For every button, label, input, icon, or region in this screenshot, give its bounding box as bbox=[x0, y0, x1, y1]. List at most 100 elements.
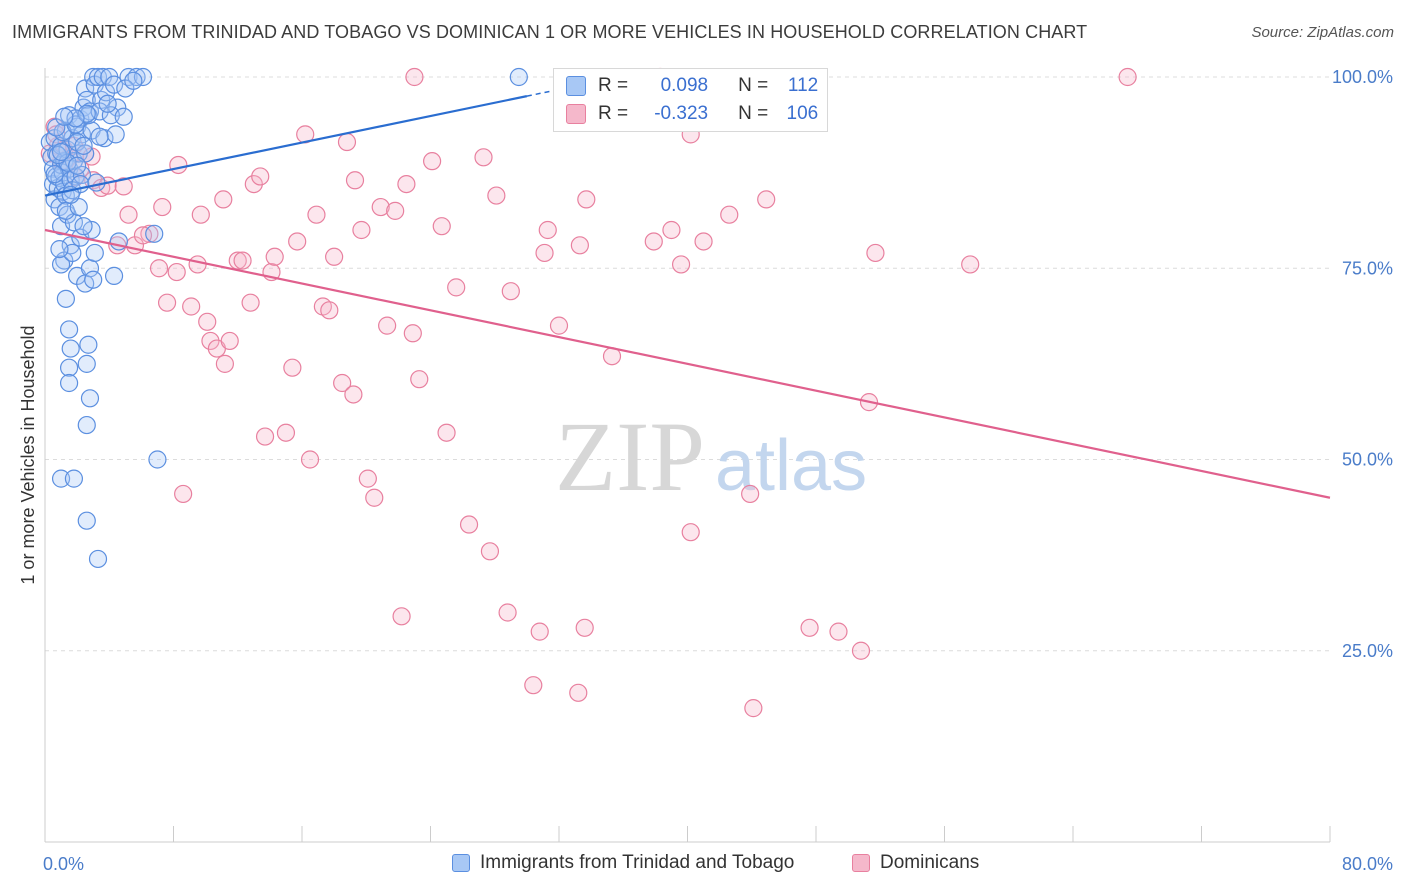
trinidad-point bbox=[133, 67, 153, 87]
dominicans-point bbox=[720, 205, 739, 224]
dominicans-point bbox=[337, 132, 357, 152]
y-tick-label: 25.0% bbox=[1342, 641, 1393, 661]
dominicans-point bbox=[352, 220, 371, 240]
stats-r-value-blue: 0.098 bbox=[660, 75, 709, 96]
legend-swatch-dominicans bbox=[852, 854, 870, 872]
dominicans-point bbox=[325, 247, 344, 266]
dominicans-point bbox=[741, 484, 760, 504]
x-tick-label: 80.0% bbox=[1342, 854, 1393, 874]
dominicans-point bbox=[524, 676, 543, 695]
dominicans-point bbox=[233, 251, 252, 270]
axes bbox=[44, 68, 1331, 843]
trinidad-point bbox=[74, 136, 93, 155]
dominicans-point bbox=[358, 469, 377, 488]
dominicans-point bbox=[392, 607, 411, 626]
dominicans-point bbox=[153, 197, 172, 217]
trinidad-point bbox=[106, 125, 125, 144]
dominicans-point bbox=[866, 243, 885, 263]
dominicans-point bbox=[188, 255, 207, 274]
dominicans-point bbox=[307, 205, 326, 224]
dominicans-point bbox=[570, 236, 589, 255]
dominicans-point bbox=[671, 255, 691, 274]
trinidad-point bbox=[50, 240, 69, 259]
dominicans-point bbox=[157, 293, 177, 312]
dominicans-point bbox=[114, 177, 133, 196]
dominicans-point bbox=[501, 282, 520, 301]
dominicans-point bbox=[215, 354, 234, 373]
dominicans-point bbox=[535, 243, 554, 263]
dominicans-point bbox=[344, 385, 363, 404]
dominicans-point bbox=[459, 515, 479, 534]
trinidad-point bbox=[48, 145, 67, 165]
trinidad-point bbox=[72, 165, 92, 185]
dominicans-point bbox=[119, 205, 138, 224]
y-tick-label: 100.0% bbox=[1332, 67, 1393, 87]
trinidad-point bbox=[80, 389, 100, 408]
dominicans-point bbox=[174, 484, 193, 504]
stats-swatch-pink bbox=[566, 104, 586, 124]
trend-lines bbox=[44, 78, 1331, 499]
dominicans-point bbox=[220, 331, 239, 351]
chart-title: IMMIGRANTS FROM TRINIDAD AND TOBAGO VS D… bbox=[12, 22, 1088, 42]
trinidad-point bbox=[79, 335, 98, 354]
dominicans-point bbox=[437, 423, 456, 442]
dominicans-point bbox=[214, 190, 233, 209]
y-axis-label: 1 or more Vehicles in Household bbox=[18, 325, 38, 584]
trinidad-point bbox=[145, 224, 164, 243]
dominicans-point bbox=[169, 155, 188, 175]
stats-r-label-pink: R = bbox=[598, 103, 629, 124]
stats-r-label-blue: R = bbox=[598, 75, 629, 96]
dominicans-point bbox=[288, 232, 307, 251]
trinidad-point bbox=[61, 236, 80, 255]
dominicans-point bbox=[241, 293, 260, 312]
legend-label-dominicans: Dominicans bbox=[880, 852, 980, 873]
trinidad-point bbox=[87, 173, 106, 192]
dominicans-point bbox=[480, 542, 500, 561]
trinidad-point bbox=[64, 469, 84, 488]
dominicans-point bbox=[251, 167, 270, 186]
stats-box: R = 0.098 N = 112 R = -0.323 N = 106 bbox=[553, 68, 828, 132]
dominicans-point bbox=[345, 171, 365, 190]
dominicans-point bbox=[432, 217, 451, 236]
dominicans-point bbox=[744, 699, 763, 718]
dominicans-point bbox=[644, 232, 663, 251]
y-tick-label: 75.0% bbox=[1342, 258, 1393, 278]
dominicans-point bbox=[851, 641, 871, 660]
legend-item-trinidad[interactable]: Immigrants from Trinidad and Tobago bbox=[452, 852, 794, 874]
trinidad-point bbox=[509, 67, 528, 87]
dominicans-point bbox=[498, 603, 517, 622]
dominicans-point bbox=[140, 224, 159, 243]
trinidad-point bbox=[98, 94, 117, 113]
dominicans-point bbox=[149, 259, 169, 278]
dominicans-point bbox=[961, 255, 980, 274]
trinidad-trend-line bbox=[44, 95, 528, 197]
trinidad-points bbox=[40, 67, 528, 569]
trinidad-point bbox=[77, 90, 96, 110]
trinidad-point bbox=[56, 289, 75, 308]
trinidad-point bbox=[77, 354, 96, 373]
dominicans-point bbox=[283, 358, 302, 377]
y-tick-label: 50.0% bbox=[1342, 450, 1393, 470]
dominicans-points bbox=[40, 67, 1137, 718]
trinidad-point bbox=[77, 104, 96, 123]
stats-r-value-pink: -0.323 bbox=[654, 103, 709, 124]
trinidad-point bbox=[74, 217, 93, 236]
dominicans-point bbox=[423, 152, 442, 171]
watermark-zip: ZIP bbox=[555, 401, 705, 512]
trinidad-point bbox=[90, 127, 109, 146]
trinidad-point bbox=[68, 156, 87, 175]
dominicans-point bbox=[577, 190, 596, 209]
dominicans-point bbox=[569, 683, 588, 702]
trinidad-point bbox=[104, 75, 124, 94]
trinidad-point bbox=[124, 71, 143, 90]
dominicans-point bbox=[182, 297, 201, 316]
legend-item-dominicans[interactable]: Dominicans bbox=[852, 852, 979, 874]
dominicans-point bbox=[694, 232, 713, 251]
trinidad-point bbox=[51, 142, 71, 162]
dominicans-point bbox=[662, 220, 681, 240]
trinidad-point bbox=[84, 270, 103, 289]
dominicans-point bbox=[1118, 67, 1137, 87]
dominicans-point bbox=[333, 373, 352, 393]
stats-n-label-blue: N = bbox=[738, 75, 769, 96]
dominicans-point bbox=[397, 175, 416, 194]
